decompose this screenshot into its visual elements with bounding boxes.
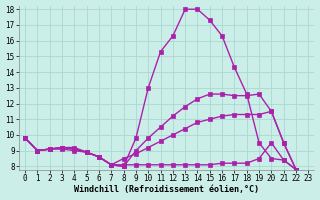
X-axis label: Windchill (Refroidissement éolien,°C): Windchill (Refroidissement éolien,°C) [74, 185, 259, 194]
